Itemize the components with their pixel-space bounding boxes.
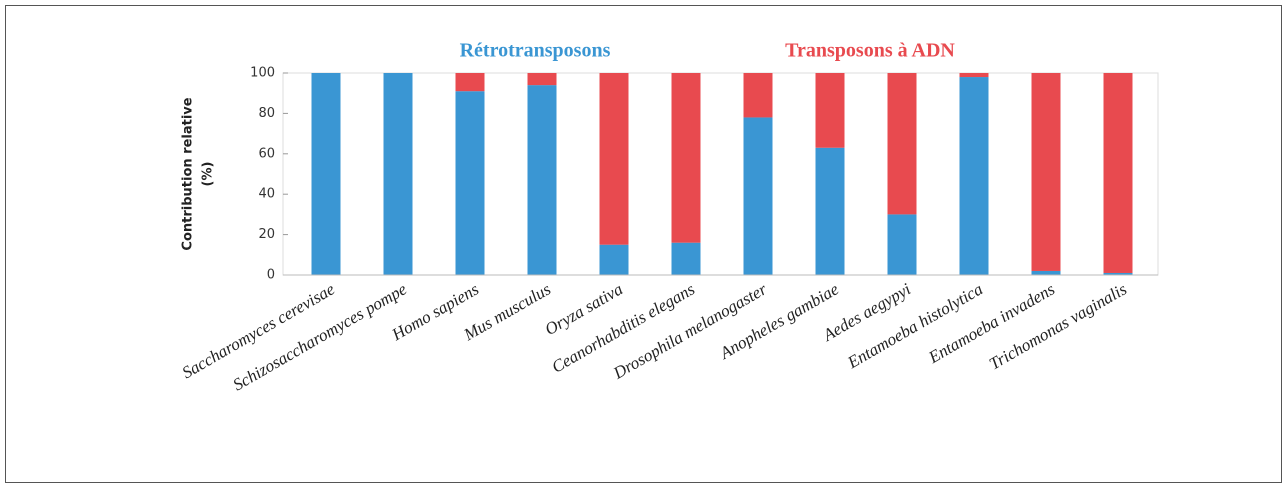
bar-segment bbox=[1103, 73, 1133, 273]
bar-segment bbox=[743, 117, 773, 275]
y-tick-label: 40 bbox=[258, 187, 275, 202]
y-tick-label: 60 bbox=[258, 146, 275, 161]
bar-segment bbox=[599, 244, 629, 275]
bar-segment bbox=[815, 73, 845, 148]
bar-segment bbox=[1031, 270, 1061, 275]
bar-segment bbox=[311, 73, 341, 275]
y-axis-label: (%) bbox=[201, 162, 216, 187]
bar-segment bbox=[599, 73, 629, 245]
bar-segment bbox=[887, 73, 917, 215]
bar-segment bbox=[527, 85, 557, 276]
legend-label: Transposons à ADN bbox=[785, 40, 955, 62]
x-tick-label: Entamoeba histolytica bbox=[844, 279, 986, 372]
y-tick-label: 20 bbox=[258, 227, 275, 242]
y-tick-label: 100 bbox=[250, 66, 275, 81]
y-axis-label: Contribution relative bbox=[181, 97, 196, 250]
plot-area bbox=[282, 72, 1159, 276]
bar-segment bbox=[671, 73, 701, 243]
bar-segment bbox=[815, 147, 845, 275]
y-tick-label: 80 bbox=[258, 106, 275, 121]
x-tick-label: Trichomonas vaginalis bbox=[986, 279, 1130, 373]
bar-segment bbox=[959, 77, 989, 275]
frame bbox=[5, 5, 1282, 483]
bar-segment bbox=[455, 73, 485, 92]
bar-segment bbox=[527, 73, 557, 86]
bar-segment bbox=[1103, 272, 1133, 275]
legend-label: Rétrotransposons bbox=[460, 40, 611, 62]
bar-segment bbox=[455, 91, 485, 276]
x-tick-label: Anopheles gambiae bbox=[716, 279, 842, 363]
bar-segment bbox=[743, 73, 773, 118]
bar-segment bbox=[1031, 73, 1061, 271]
bar-segment bbox=[887, 214, 917, 275]
y-tick-label: 0 bbox=[267, 268, 275, 283]
bar-segment bbox=[671, 242, 701, 275]
bar-segment bbox=[959, 73, 989, 78]
bar-segment bbox=[383, 73, 413, 275]
